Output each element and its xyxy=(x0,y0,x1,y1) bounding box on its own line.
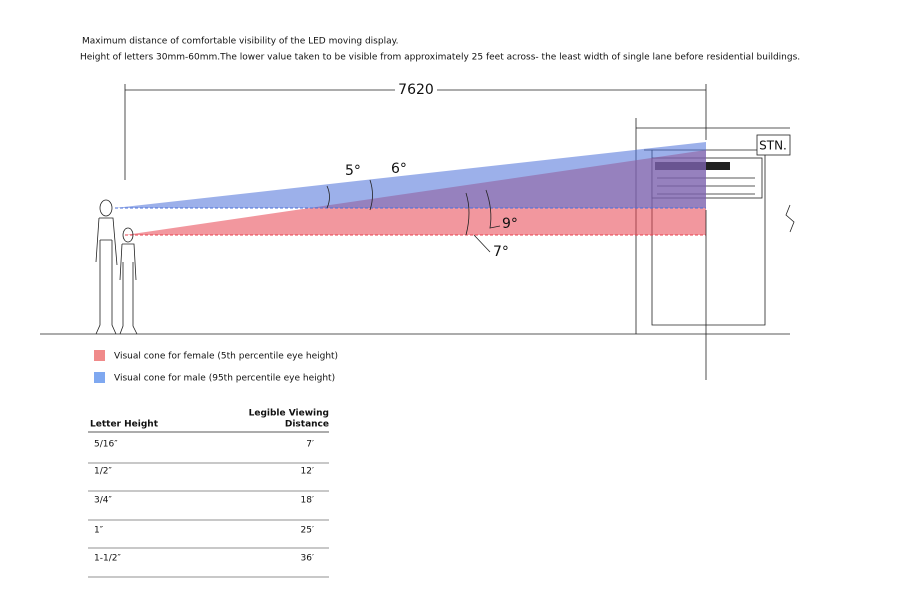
table: Letter Height Legible Viewing Distance 5… xyxy=(88,409,329,578)
table-header: Letter Height xyxy=(90,420,159,430)
figures xyxy=(95,199,138,335)
angle-label: 7° xyxy=(493,244,509,260)
table-cell: 1/2″ xyxy=(94,467,112,477)
table-cell: 3/4″ xyxy=(94,496,112,506)
table-cell: 1″ xyxy=(94,526,104,536)
table-cell: 36′ xyxy=(301,554,315,564)
table-cell: 25′ xyxy=(301,526,315,536)
header-line: Height of letters 30mm-60mm.The lower va… xyxy=(80,53,800,63)
dimension-label: 7620 xyxy=(398,82,434,98)
table-header: Legible Viewing xyxy=(249,409,329,419)
angle-label: 9° xyxy=(502,216,518,232)
table-cell: 1-1/2″ xyxy=(94,554,121,564)
male-cone xyxy=(115,142,706,208)
sign-label: STN. xyxy=(759,139,787,153)
legend-label: Visual cone for female (5th percentile e… xyxy=(114,352,338,362)
table-cell: 18′ xyxy=(301,496,315,506)
legend-swatch xyxy=(94,372,105,383)
table-cell: 12′ xyxy=(301,467,315,477)
table-cell: 7′ xyxy=(306,440,314,450)
header-line: Maximum distance of comfortable visibili… xyxy=(82,37,399,47)
table-header: Distance xyxy=(285,420,329,430)
dimension: 7620 xyxy=(124,80,707,180)
angle-marks xyxy=(326,179,501,253)
angle-label: 5° xyxy=(345,163,361,179)
angle-label: 6° xyxy=(391,161,407,177)
legend-label: Visual cone for male (95th percentile ey… xyxy=(114,374,335,384)
legend-swatch xyxy=(94,350,105,361)
table-cell: 5/16″ xyxy=(94,440,118,450)
